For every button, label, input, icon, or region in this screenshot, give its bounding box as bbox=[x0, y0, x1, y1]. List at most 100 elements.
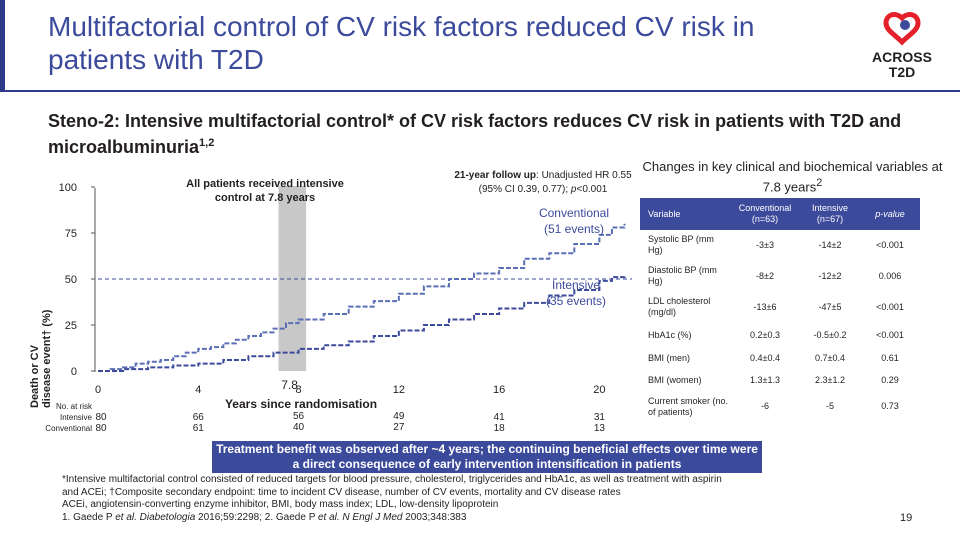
cell-intensive: -14±2 bbox=[818, 239, 842, 250]
series-line-intensive bbox=[98, 275, 626, 372]
risk-value: 27 bbox=[393, 422, 405, 433]
cell-variable: LDL cholesterol (mg/dl) bbox=[648, 296, 711, 317]
table-row: Current smoker (no. of patients) -6 -5 0.73 bbox=[640, 392, 920, 422]
table-row: BMI (men) 0.4±0.4 0.7±0.4 0.61 bbox=[640, 348, 920, 370]
subtitle-text: Steno-2: Intensive multifactorial contro… bbox=[48, 111, 902, 157]
logo-text-across: ACROSS bbox=[872, 49, 932, 65]
cell-conventional: 1.3±1.3 bbox=[750, 375, 780, 385]
risk-value: 13 bbox=[594, 423, 606, 434]
band-annotation-line2: control at 7.8 years bbox=[215, 192, 315, 204]
cell-conventional: 0.4±0.4 bbox=[750, 353, 780, 363]
col-header-variable: Variable bbox=[648, 208, 681, 219]
y-tick-label: 25 bbox=[65, 320, 77, 332]
cell-intensive: -12±2 bbox=[818, 270, 842, 281]
cell-variable: BMI (men) bbox=[648, 353, 691, 363]
cell-conventional: -13±6 bbox=[753, 301, 777, 312]
risk-row-label: Conventional bbox=[45, 424, 92, 433]
cell-variable: HbA1c (%) bbox=[648, 329, 692, 340]
table-row: Systolic BP (mm Hg) -3±3 -14±2 <0.001 bbox=[640, 230, 920, 261]
risk-row-label: Intensive bbox=[60, 413, 93, 422]
band-annotation-line1: All patients received intensive bbox=[186, 178, 344, 190]
cell-conventional: -3±3 bbox=[756, 239, 774, 250]
col-header-p-value: p-value bbox=[875, 208, 905, 219]
series-line-conventional bbox=[98, 223, 626, 372]
x-tick-label: 16 bbox=[493, 384, 505, 396]
followup-annotation-line2: (95% CI 0.39, 0.77); p<0.001 bbox=[479, 184, 608, 195]
y-tick-label: 75 bbox=[65, 228, 77, 240]
cell-variable: Systolic BP (mm Hg) bbox=[648, 234, 714, 255]
col-header-intensive: Intensive (n=67) bbox=[811, 203, 849, 224]
x-axis-label: Years since randomisation bbox=[225, 397, 377, 411]
risk-value: 56 bbox=[293, 411, 305, 422]
logo-text-t2d: T2D bbox=[889, 64, 915, 80]
ref-1a: 1. Gaede P bbox=[62, 511, 116, 523]
cell-intensive: 2.3±1.2 bbox=[815, 375, 845, 385]
cell-p-value: <0.001 bbox=[876, 329, 904, 340]
x-tick-label: 20 bbox=[593, 384, 605, 396]
y-axis-label-line2: disease event† (%) bbox=[41, 309, 53, 408]
col-header-conventional: Conventional (n=63) bbox=[738, 203, 792, 224]
ref-1b: 2016;59:2298; 2. Gaede P bbox=[195, 511, 318, 523]
cell-variable: Current smoker (no. of patients) bbox=[648, 395, 729, 417]
cell-conventional: -6 bbox=[760, 401, 769, 411]
x-tick-label: 4 bbox=[195, 384, 201, 396]
x-tick-label: 8 bbox=[296, 384, 302, 396]
ref-2b: 2003;348:383 bbox=[402, 511, 467, 523]
logo-heart-icon bbox=[883, 12, 921, 46]
table-heading: Changes in key clinical and biochemical … bbox=[640, 158, 945, 195]
cell-intensive: 0.7±0.4 bbox=[815, 353, 845, 363]
table-heading-text: Changes in key clinical and biochemical … bbox=[642, 159, 943, 195]
x-tick-label: 12 bbox=[393, 384, 405, 396]
slide-subtitle: Steno-2: Intensive multifactorial contro… bbox=[48, 110, 928, 158]
risk-value: 80 bbox=[95, 412, 107, 423]
risk-value: 61 bbox=[193, 423, 205, 434]
cell-p-value: <0.001 bbox=[876, 301, 904, 312]
footnote-line-2: and ACEi; †Composite secondary endpoint:… bbox=[62, 486, 621, 498]
cell-p-value: 0.61 bbox=[881, 353, 899, 363]
kaplan-meier-chart: Death or CV disease event† (%) 0 25 50 75 10… bbox=[29, 170, 632, 434]
series-label-intensive-2: (35 events) bbox=[546, 294, 606, 308]
cell-intensive: -5 bbox=[825, 401, 834, 411]
footnote-line-1: *Intensive multifactorial control consis… bbox=[62, 474, 722, 485]
subtitle-ref: 1,2 bbox=[199, 137, 215, 149]
followup-p: p bbox=[570, 184, 577, 195]
y-axis-label-line1: Death or CV bbox=[29, 344, 41, 408]
table-row: Diastolic BP (mm Hg) -8±2 -12±2 0.006 bbox=[640, 261, 920, 292]
risk-value: 31 bbox=[594, 412, 606, 423]
clinical-variables-table: Variable Conventional (n=63) Intensive (… bbox=[640, 198, 920, 422]
risk-value: 66 bbox=[193, 412, 205, 423]
cell-p-value: 0.73 bbox=[881, 401, 899, 411]
series-label-conventional-2: (51 events) bbox=[544, 222, 604, 236]
risk-value: 41 bbox=[494, 412, 506, 423]
page-number: 19 bbox=[900, 512, 913, 524]
band-x-label: 7.8 bbox=[281, 378, 298, 392]
table-row: HbA1c (%) 0.2±0.3 -0.5±0.2 <0.001 bbox=[640, 323, 920, 348]
footnotes: *Intensive multifactorial control consis… bbox=[62, 474, 842, 524]
cell-variable: BMI (women) bbox=[648, 375, 702, 385]
across-t2d-logo: ACROSS T2D bbox=[872, 12, 932, 80]
footnote-line-3: ACEi, angiotensin-converting enzyme inhi… bbox=[62, 499, 499, 510]
followup-rest: : Unadjusted HR 0.55 bbox=[536, 170, 632, 181]
cell-conventional: -8±2 bbox=[756, 270, 774, 281]
accent-bar bbox=[0, 0, 5, 90]
table-header-row: Variable Conventional (n=63) Intensive (… bbox=[640, 198, 920, 230]
followup-bold: 21-year follow up bbox=[454, 170, 536, 181]
table-heading-ref: 2 bbox=[816, 177, 823, 189]
series-label-conventional-1: Conventional bbox=[539, 206, 609, 220]
series-label-intensive-1: Intensive bbox=[552, 278, 600, 292]
y-tick-label: 0 bbox=[71, 366, 77, 378]
risk-value: 18 bbox=[494, 423, 506, 434]
followup-pval: <0.001 bbox=[576, 184, 607, 195]
risk-value: 40 bbox=[293, 422, 305, 433]
followup-annotation-line1: 21-year follow up: Unadjusted HR 0.55 bbox=[454, 170, 632, 181]
followup-ci: (95% CI 0.39, 0.77); bbox=[479, 184, 571, 195]
risk-value: 80 bbox=[95, 423, 107, 434]
cell-variable: Diastolic BP (mm Hg) bbox=[648, 265, 717, 286]
risk-table-header: No. at risk bbox=[56, 402, 93, 411]
cell-p-value: 0.29 bbox=[881, 375, 899, 385]
cell-intensive: -47±5 bbox=[818, 301, 842, 312]
risk-value: 49 bbox=[393, 411, 405, 422]
cell-intensive: -0.5±0.2 bbox=[813, 329, 847, 340]
x-tick-label: 0 bbox=[95, 384, 101, 396]
footnote-references: 1. Gaede P et al. Diabetologia 2016;59:2… bbox=[62, 512, 842, 525]
